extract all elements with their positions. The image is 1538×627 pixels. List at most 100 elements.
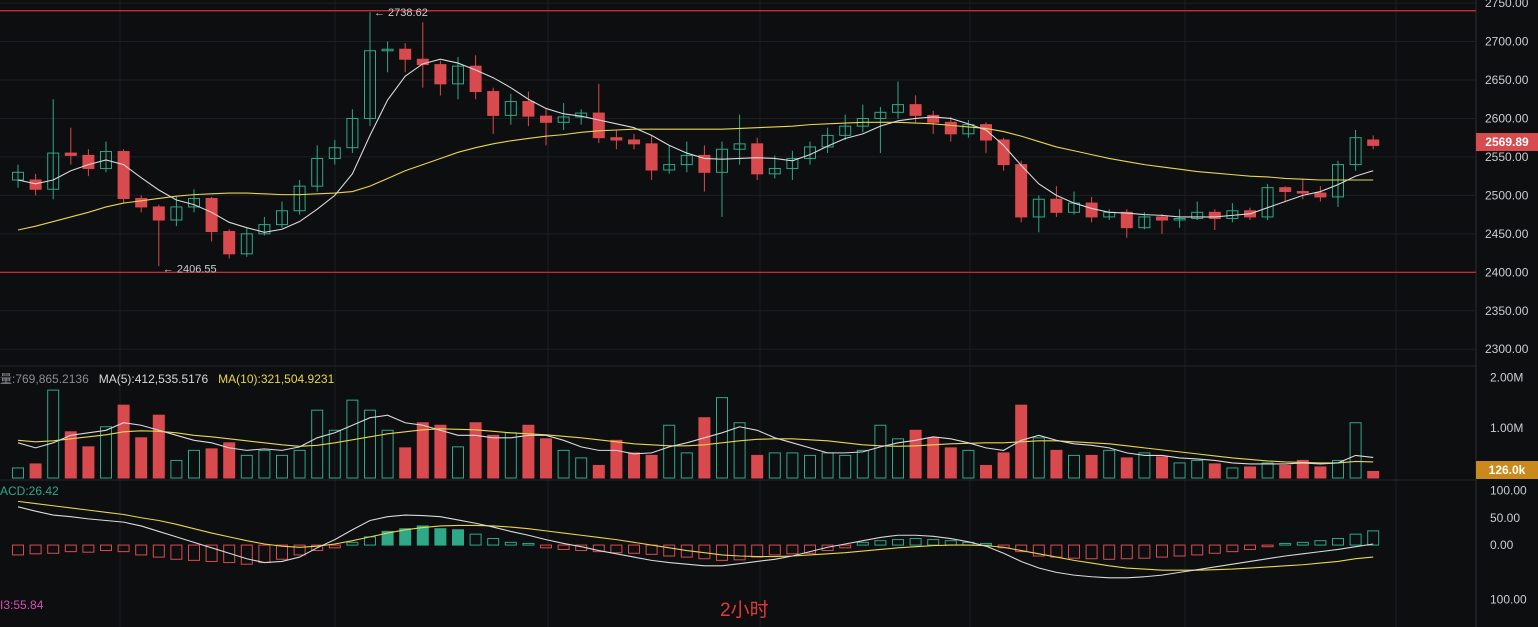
macd-histogram-bar <box>1032 544 1045 557</box>
volume-bar <box>117 404 130 479</box>
candle-up <box>1261 187 1274 218</box>
macd-histogram-bar <box>170 544 183 560</box>
candle-up <box>804 146 816 159</box>
candle-down <box>29 179 42 190</box>
macd-histogram-bar <box>399 528 412 546</box>
volume-bar <box>786 452 799 479</box>
macd-histogram-bar <box>733 544 746 561</box>
volume-bar <box>223 442 236 479</box>
volume-bar <box>628 452 640 479</box>
volume-bar <box>399 447 412 479</box>
volume-bar <box>610 439 623 479</box>
rsi-header: I3:55.84 <box>0 598 44 612</box>
volume-bar <box>1156 456 1168 479</box>
price-pane[interactable]: ← 2738.62 ← 2406.55 <box>0 7 1476 275</box>
volume-bar <box>328 429 341 479</box>
volume-bar <box>927 437 940 479</box>
volume-pane[interactable] <box>12 389 1380 479</box>
candle-down <box>152 206 165 221</box>
high-price-annotation: ← 2738.62 <box>374 7 428 19</box>
candle-down <box>469 65 482 93</box>
macd-histogram-bar <box>804 544 816 554</box>
candle-down <box>1085 202 1098 218</box>
volume-bar <box>909 429 922 479</box>
candle-up <box>786 157 799 169</box>
candle-down <box>1208 211 1221 219</box>
macd-histogram-bar <box>1208 544 1221 554</box>
volume-bar <box>663 424 676 479</box>
candle-down <box>1156 216 1168 221</box>
volume-bar <box>733 422 746 479</box>
macd-histogram-bar <box>645 544 658 555</box>
macd-histogram-bar <box>716 544 728 561</box>
candle-down <box>540 115 552 123</box>
candle-down <box>980 124 992 141</box>
candle-up <box>100 151 112 169</box>
candle-down <box>698 154 711 173</box>
volume-bar <box>293 449 306 479</box>
price-tick-label: 2500.00 <box>1485 188 1529 202</box>
macd-histogram-bar <box>12 544 24 556</box>
volume-bar <box>1332 459 1344 479</box>
volume-bar <box>698 417 711 479</box>
macd-histogram-bar <box>258 544 271 564</box>
volume-bar <box>1103 449 1116 479</box>
volume-bar <box>944 447 957 479</box>
macd-tick-label: 100.00 <box>1490 483 1527 497</box>
volume-bar <box>557 449 570 479</box>
candle-down <box>223 231 236 255</box>
macd-tick-label: 100.00 <box>1490 593 1527 607</box>
volume-bar <box>100 426 112 479</box>
candle-up <box>1173 217 1186 221</box>
candle-up <box>276 210 288 226</box>
macd-histogram-bar <box>504 541 517 546</box>
candle-down <box>117 151 130 199</box>
volume-bar <box>258 449 271 479</box>
candle-up <box>716 148 728 173</box>
macd-histogram-bar <box>416 525 429 546</box>
volume-bar <box>381 429 394 479</box>
macd-pane[interactable] <box>12 500 1380 579</box>
macd-histogram-bar <box>1279 542 1292 546</box>
macd-histogram-bar <box>1103 544 1116 560</box>
candle-up <box>1138 216 1151 229</box>
macd-histogram-bar <box>135 544 148 556</box>
candle-down <box>64 152 77 156</box>
volume-bar <box>1191 459 1204 479</box>
candle-down <box>1296 191 1309 194</box>
volume-bar <box>1208 463 1221 479</box>
macd-histogram-bar <box>768 544 781 556</box>
volume-ma10-label: MA(10):321,504.9231 <box>218 372 335 386</box>
macd-histogram-bar <box>82 544 95 553</box>
volume-bar <box>364 409 376 479</box>
volume-bar <box>188 449 200 479</box>
macd-histogram-bar <box>1085 544 1098 560</box>
candle-up <box>504 101 517 116</box>
macd-histogram-bar <box>487 538 500 546</box>
candle-up <box>328 147 341 159</box>
candle-down <box>135 197 148 208</box>
macd-histogram-bar <box>1226 544 1239 553</box>
macd-histogram-bar <box>152 544 165 558</box>
macd-histogram-bar <box>610 544 623 554</box>
volume-bar <box>416 422 429 479</box>
macd-histogram-bar <box>540 544 552 549</box>
macd-tick-label: 50.00 <box>1490 511 1520 525</box>
volume-bar <box>540 438 552 479</box>
volume-bar <box>47 389 60 479</box>
candle-down <box>645 143 658 171</box>
candle-up <box>1349 137 1362 166</box>
macd-histogram-bar <box>47 544 60 554</box>
candle-down <box>997 139 1010 166</box>
macd-histogram-bar <box>1261 544 1274 548</box>
macd-histogram-bar <box>892 539 904 546</box>
volume-bar <box>575 457 588 479</box>
macd-histogram-bar <box>452 529 464 546</box>
price-tick-label: 2350.00 <box>1485 304 1529 318</box>
macd-histogram-bar <box>874 540 887 546</box>
candle-up <box>364 50 376 119</box>
macd-histogram-bar <box>944 540 957 546</box>
candle-up <box>1032 198 1045 218</box>
volume-bar <box>856 449 869 479</box>
